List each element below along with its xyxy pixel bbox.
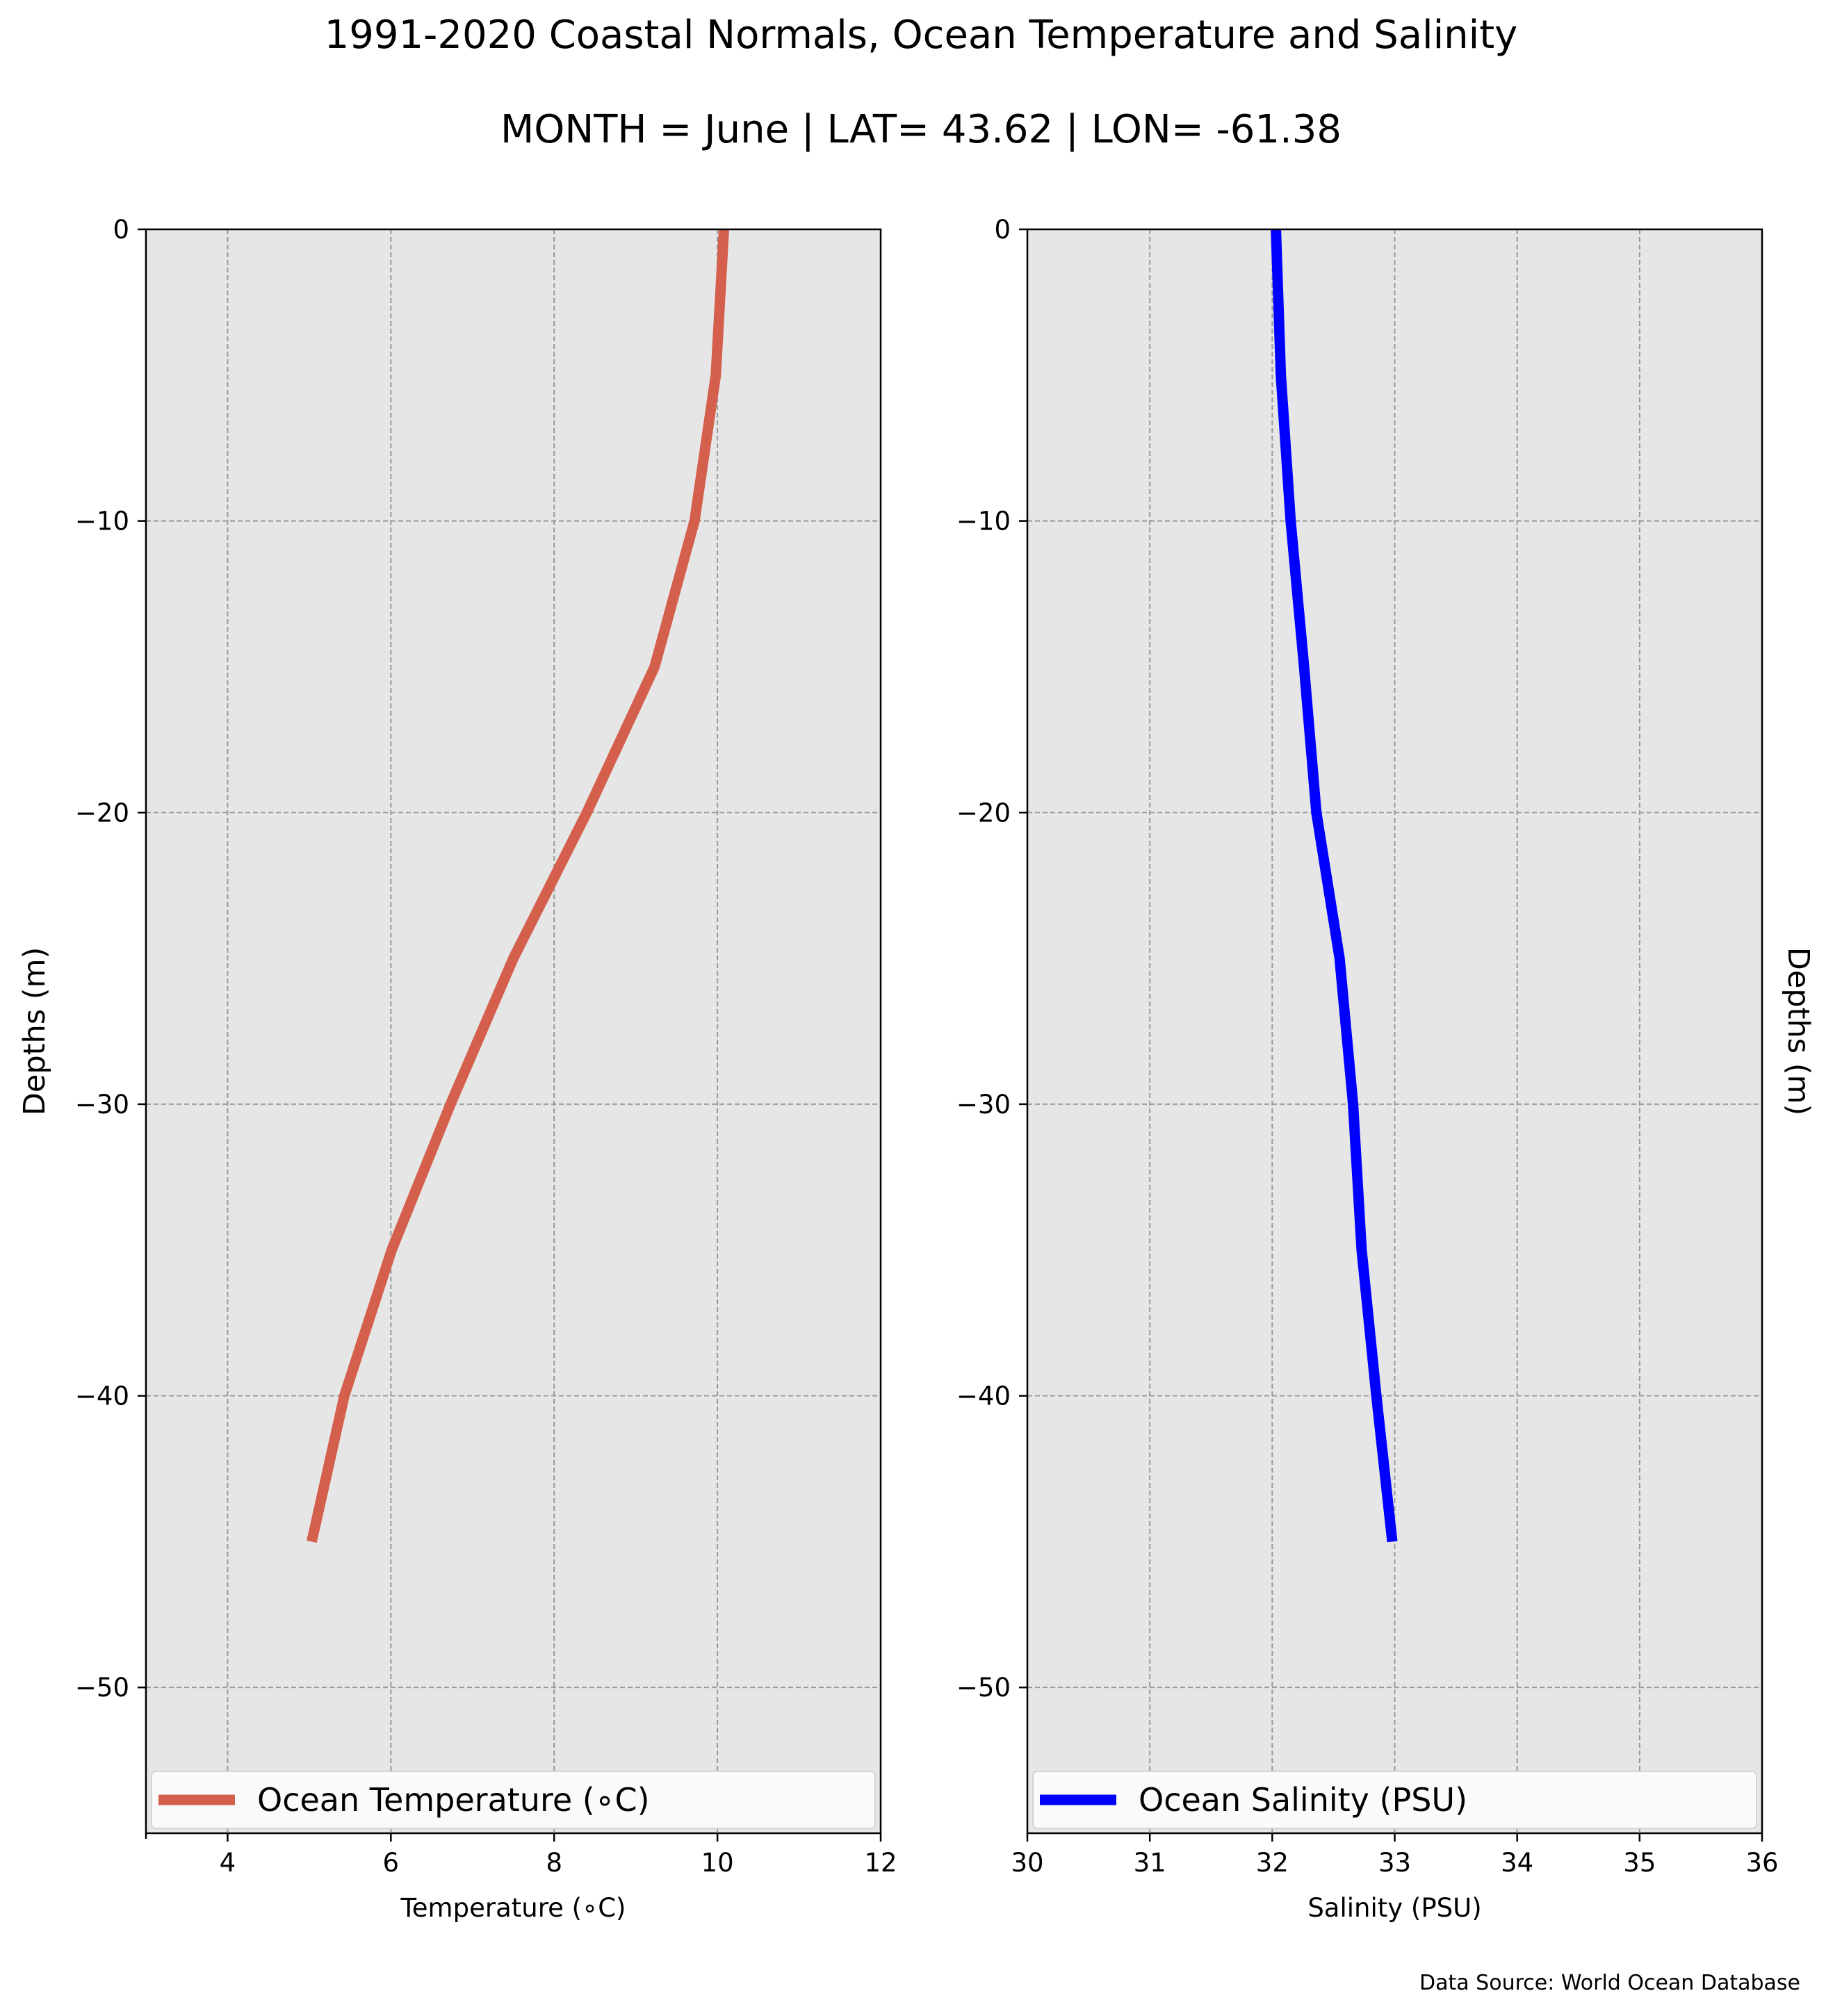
salinity-plot-area (1027, 229, 1762, 1833)
salinity-legend-label: Ocean Salinity (PSU) (1139, 1781, 1467, 1819)
salinity-y-axis-label: Depths (m) (1781, 947, 1816, 1115)
y-tick-label: −30 (75, 1090, 129, 1120)
salinity-panel: Ocean Salinity (PSU) 30 31 32 33 34 35 36 0 −10 −… (956, 215, 1816, 1923)
data-source-note: Data Source: World Ocean Database (1419, 1971, 1800, 1995)
salinity-ticks: 30 31 32 33 34 35 36 0 −10 −20 −30 −40 −50 (956, 215, 1779, 1878)
salinity-profile-line (1271, 229, 1398, 1543)
x-tick-label: 35 (1623, 1848, 1656, 1878)
y-tick-label: −30 (956, 1090, 1011, 1120)
salinity-x-axis-label: Salinity (PSU) (1307, 1893, 1481, 1923)
temperature-profile-line (307, 229, 729, 1543)
chart-title: 1991-2020 Coastal Normals, Ocean Tempera… (324, 13, 1518, 58)
temperature-y-axis-label: Depths (m) (17, 947, 52, 1115)
temperature-ticks: 4 6 8 10 12 0 −10 −20 −30 −40 −50 (75, 215, 897, 1878)
x-tick-label: 8 (546, 1848, 562, 1878)
temperature-series-layer (307, 229, 729, 1543)
y-tick-label: −50 (75, 1673, 129, 1703)
x-tick-label: 12 (864, 1848, 897, 1878)
y-tick-label: −10 (75, 507, 129, 536)
x-tick-label: 36 (1745, 1848, 1778, 1878)
x-tick-label: 30 (1011, 1848, 1043, 1878)
y-tick-label: −40 (956, 1382, 1011, 1411)
y-tick-label: −40 (75, 1382, 129, 1411)
y-tick-label: −20 (956, 798, 1011, 828)
y-tick-label: −50 (956, 1673, 1011, 1703)
x-tick-label: 33 (1378, 1848, 1411, 1878)
salinity-series-layer (1271, 229, 1398, 1543)
temperature-plot-area (146, 229, 881, 1833)
temperature-axes-frame (145, 228, 882, 1835)
x-tick-label: 10 (701, 1848, 734, 1878)
x-tick-label: 31 (1134, 1848, 1166, 1878)
x-tick-label: 34 (1501, 1848, 1533, 1878)
y-tick-label: 0 (994, 215, 1011, 245)
chart-subtitle: MONTH = June | LAT= 43.62 | LON= -61.38 (500, 107, 1342, 152)
salinity-legend: Ocean Salinity (PSU) (1032, 1771, 1757, 1829)
y-tick-label: −10 (956, 507, 1011, 536)
y-tick-label: 0 (113, 215, 129, 245)
temperature-legend-box (151, 1771, 876, 1829)
salinity-legend-box (1032, 1771, 1757, 1829)
temperature-panel: Ocean Temperature (∘C) 4 6 8 10 12 0 −10 −20 −30… (17, 215, 897, 1923)
temperature-legend-label: Ocean Temperature (∘C) (257, 1781, 650, 1819)
temperature-x-axis-label: Temperature (∘C) (400, 1893, 626, 1923)
y-tick-label: −20 (75, 798, 129, 828)
temperature-legend: Ocean Temperature (∘C) (151, 1771, 876, 1829)
x-tick-label: 32 (1256, 1848, 1289, 1878)
x-tick-label: 6 (383, 1848, 400, 1878)
x-tick-label: 4 (220, 1848, 236, 1878)
